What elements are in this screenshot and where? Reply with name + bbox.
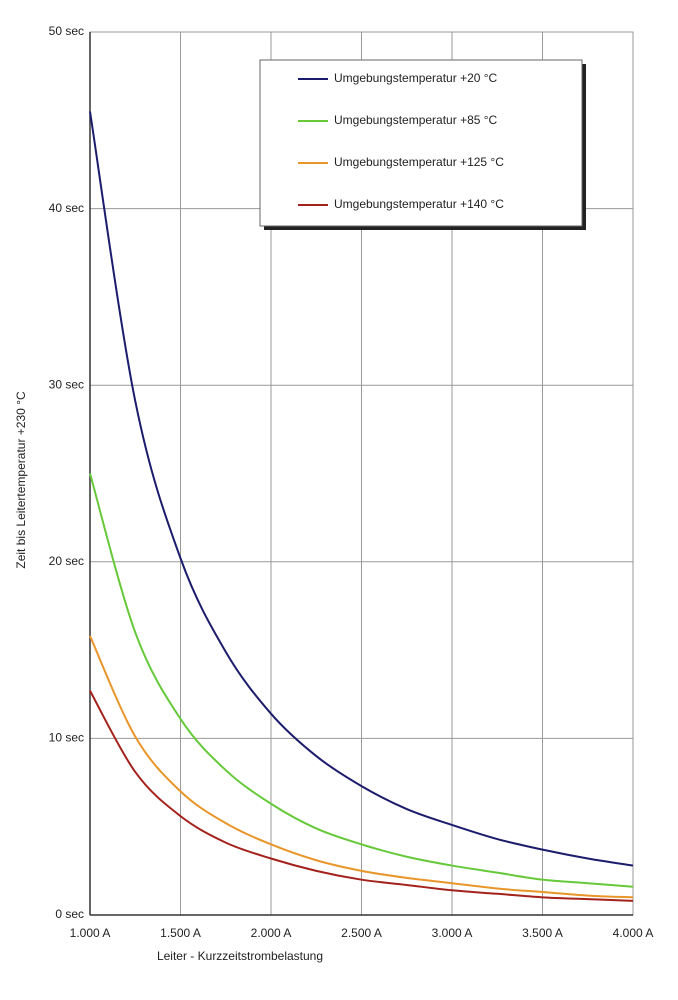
- legend-label: Umgebungstemperatur +140 °C: [334, 197, 504, 211]
- y-tick-label: 50 sec: [49, 24, 84, 38]
- line-series: [89, 690, 634, 902]
- x-tick-label: 2.500 A: [341, 926, 382, 940]
- y-tick-label: 30 sec: [49, 377, 84, 391]
- y-tick-label: 0 sec: [55, 907, 84, 921]
- y-tick-label: 40 sec: [49, 201, 84, 215]
- legend-label: Umgebungstemperatur +125 °C: [334, 155, 504, 169]
- legend: [259, 59, 583, 227]
- x-tick-label: 2.000 A: [251, 926, 292, 940]
- x-tick-label: 3.000 A: [432, 926, 473, 940]
- y-axis-label: Zeit bis Leitertemperatur +230 °C: [14, 391, 28, 569]
- line-series: [89, 111, 634, 867]
- x-axis-label: Leiter - Kurzzeitstrombelastung: [157, 949, 323, 963]
- x-tick-label: 4.000 A: [613, 926, 654, 940]
- x-tick-label: 1.000 A: [70, 926, 111, 940]
- legend-label: Umgebungstemperatur +20 °C: [334, 71, 498, 85]
- legend-label: Umgebungstemperatur +85 °C: [334, 113, 498, 127]
- y-tick-label: 20 sec: [49, 554, 84, 568]
- line-series: [89, 635, 634, 899]
- line-series: [89, 473, 634, 888]
- x-tick-label: 1.500 A: [160, 926, 201, 940]
- y-tick-label: 10 sec: [49, 731, 84, 745]
- x-tick-label: 3.500 A: [522, 926, 563, 940]
